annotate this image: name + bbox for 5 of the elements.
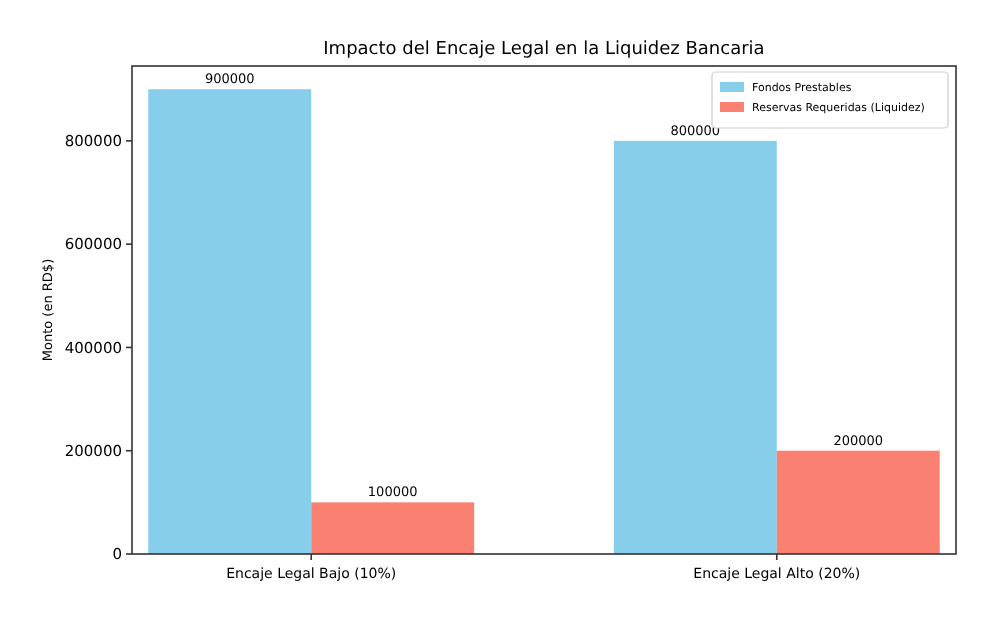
chart-title: Impacto del Encaje Legal en la Liquidez Bancaria: [323, 40, 765, 60]
bar: [311, 502, 475, 554]
bar: [776, 450, 940, 554]
bar: [613, 140, 777, 554]
bar: [148, 89, 312, 554]
